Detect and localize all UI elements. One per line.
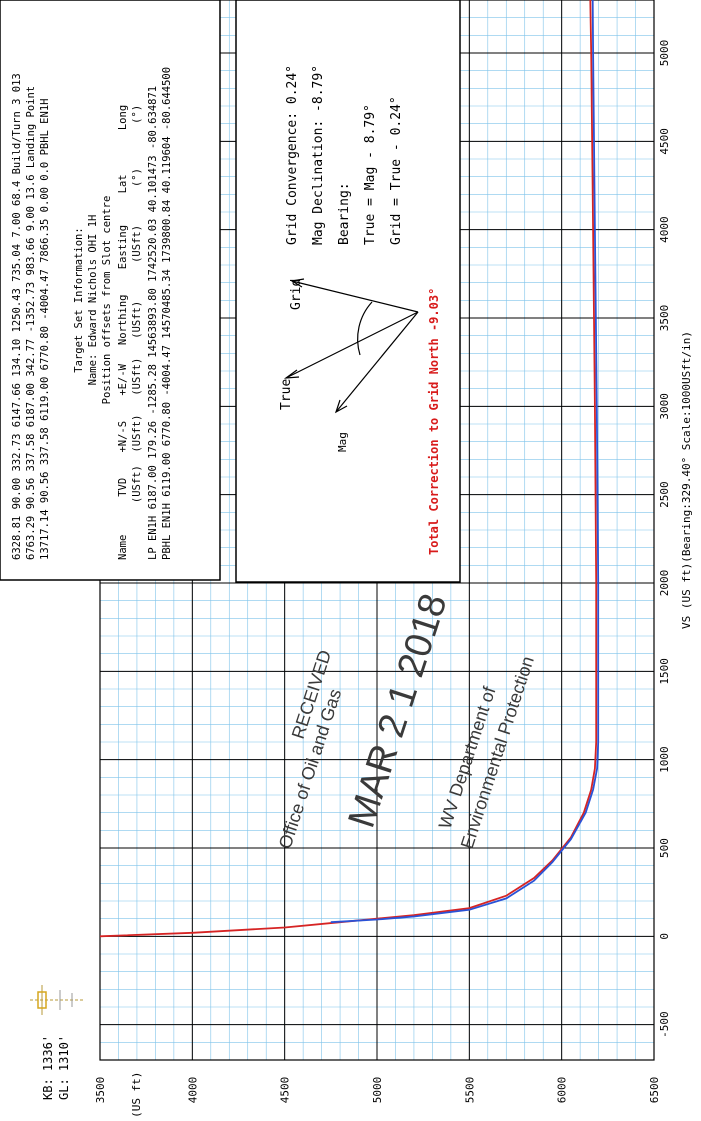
section-row-2: 6763.29 90.56 337.58 6187.00 342.77 -135…	[25, 86, 37, 560]
tvd-tick-label: 5500	[463, 1077, 476, 1104]
target-offsets: Position offsets from Slot centre	[101, 196, 113, 405]
vs-tick-label: -500	[658, 1011, 671, 1038]
vs-tick-label: 0	[658, 933, 671, 940]
target-header-1: Name TVD +N/-S +E/-W Northing Easting La…	[117, 105, 129, 560]
vs-tick-label: 1000	[658, 746, 671, 773]
vs-tick-label: 2500	[658, 481, 671, 508]
true-equation: True = Mag - 8.79°	[363, 104, 378, 245]
north-arrows	[283, 278, 419, 414]
north-grid-label: Grid	[289, 279, 304, 310]
vs-tick-label: 5000	[658, 40, 671, 67]
vs-tick-label: 4500	[658, 128, 671, 155]
vs-tick-label: 3000	[658, 393, 671, 420]
grid-equation: Grid = True - 0.24°	[389, 96, 404, 245]
received-stamp: RECEIVED Office of Oil and Gas MAR 2 1 2…	[275, 589, 538, 851]
target-set-information: Target Set Information: Name: Edward Nic…	[73, 67, 173, 560]
stamp-date: MAR 2 1 2018	[341, 589, 456, 833]
target-row-pbhl: PBHL EN1H 6119.00 6770.80 -4004.47 14570…	[161, 67, 173, 560]
north-text: Grid Convergence: 0.24° Mag Declination:…	[285, 65, 404, 245]
targets-panel	[0, 0, 221, 581]
kb-label: KB: 1336'	[41, 1035, 55, 1100]
vs-tick-label: 3500	[658, 305, 671, 332]
target-row-lp: LP EN1H 6187.00 179.26 -1285.28 14563893…	[147, 86, 159, 560]
gl-label: GL: 1310'	[57, 1035, 71, 1100]
vs-tick-label: 2000	[658, 570, 671, 597]
wellbore-plan-line-blue	[330, 0, 600, 924]
north-reference-box	[235, 0, 461, 583]
mag-declination: Mag Declination: -8.79°	[311, 65, 326, 245]
vs-tick-label: 4000	[658, 216, 671, 243]
target-title: Target Set Information:	[73, 227, 85, 372]
vs-axis-title: TVD (US ft)	[130, 1072, 143, 1121]
north-true-label: True	[279, 379, 294, 410]
wellhead-symbol	[30, 985, 84, 1015]
north-mag-label: Mag	[336, 432, 349, 452]
target-header-2: (USft) (USft) (USft) (USft) (USft) (°) (…	[131, 105, 143, 560]
tvd-tick-label: 5000	[371, 1077, 384, 1104]
tvd-tick-label: 4500	[279, 1077, 292, 1104]
bearing-label: Bearing:	[337, 182, 352, 245]
tvd-axis-title: VS (US ft)(Bearing:329.40° Scale:1000USf…	[680, 331, 693, 629]
section-table: 6328.81 90.00 332.73 6147.66 134.10 1250…	[11, 73, 51, 560]
tvd-tick-label: 6500	[648, 1077, 661, 1104]
section-row-3: 13717.14 90.56 337.58 6119.00 6770.80 -4…	[39, 99, 51, 560]
tvd-tick-label: 3500	[94, 1077, 107, 1104]
grid-convergence: Grid Convergence: 0.24°	[285, 65, 300, 245]
target-name: Name: Edward Nichols OHI 1H	[87, 215, 99, 386]
vs-tick-label: 500	[658, 838, 671, 858]
section-row-1: 6328.81 90.00 332.73 6147.66 134.10 1250…	[11, 73, 23, 560]
tvd-tick-label: 6000	[556, 1077, 569, 1104]
total-correction: Total Correction to Grid North -9.03°	[427, 288, 441, 555]
tvd-tick-label: 4000	[186, 1077, 199, 1104]
vs-tick-label: 1500	[658, 658, 671, 685]
